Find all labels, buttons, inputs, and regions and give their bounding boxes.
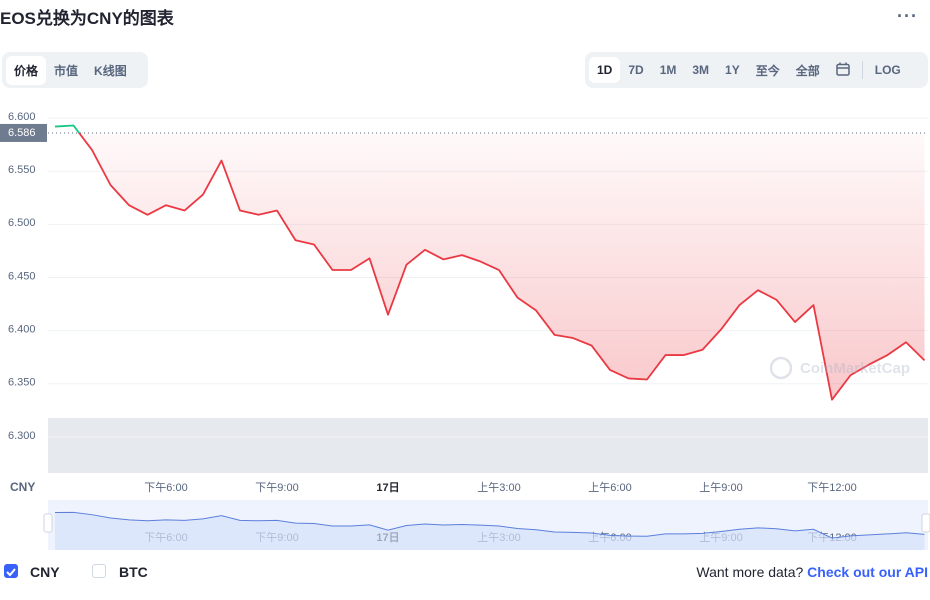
range-button[interactable]: 至今 (755, 63, 780, 78)
navigator-handle[interactable] (921, 513, 930, 533)
tab[interactable]: 价格 (6, 55, 47, 85)
navigator-area (55, 512, 925, 550)
x-tick-label: 上午6:00 (588, 481, 631, 494)
y-tick-label: 6.550 (8, 164, 36, 176)
watermark-text: CoinMarketCap (800, 360, 910, 377)
x-tick-label: 上午9:00 (699, 481, 742, 494)
api-promo: Want more data? Check out our API (696, 564, 928, 580)
baseline-tag (0, 123, 47, 142)
calendar-icon (836, 62, 850, 76)
x-tick-label: 下午12:00 (807, 481, 857, 494)
y-tick-label: 6.400 (8, 324, 36, 336)
watermark: CoinMarketCap (769, 356, 910, 380)
range-button[interactable]: 7D (628, 63, 644, 77)
calendar-button[interactable] (828, 56, 858, 85)
checkbox-label: BTC (119, 564, 148, 580)
y-tick-label: 6.450 (8, 270, 36, 282)
check-icon (6, 568, 16, 577)
y-tick-label: 6.600 (8, 111, 36, 123)
y-tick-label: 6.350 (8, 377, 36, 389)
x-tick-label: 上午3:00 (477, 481, 520, 494)
api-link[interactable]: Check out our API (807, 564, 928, 580)
range-button[interactable]: 1M (659, 63, 677, 77)
x-tick-label: 下午6:00 (144, 481, 187, 494)
x-tick-label: 17日 (376, 481, 399, 494)
range-button[interactable]: 3M (692, 63, 710, 77)
range-button[interactable]: 全部 (795, 63, 820, 78)
y-unit-label: CNY (10, 480, 35, 494)
y-tick-label: 6.300 (8, 430, 36, 442)
checkbox[interactable] (92, 564, 106, 578)
x-tick-label: 下午9:00 (255, 481, 298, 494)
api-prompt: Want more data? (696, 564, 804, 580)
navigator-line (54, 511, 925, 539)
more-menu[interactable]: ··· (897, 6, 918, 26)
area-fill (79, 132, 925, 400)
price-line (54, 124, 926, 401)
log-button[interactable]: LOG (874, 63, 901, 77)
navigator-handle[interactable] (43, 513, 53, 533)
chart: CNY 6.300 6.350 6.400 6.450 6.500 6.550 6.600 下… (0, 111, 930, 550)
tab[interactable]: K线图 (94, 63, 127, 78)
footer: CNY BTC Want more data? Check out our AP… (0, 562, 930, 584)
baseline-label: 6.586 (8, 127, 36, 139)
checkbox[interactable] (4, 564, 18, 578)
volume-band (48, 418, 928, 473)
separator (861, 61, 863, 79)
checkbox-label: CNY (30, 564, 60, 580)
y-tick-label: 6.500 (8, 217, 36, 229)
range-group: 1D 7D 1M 3M 1Y 至今 全部 LOG (585, 52, 928, 88)
chart-title: EOS兑换为CNY的图表 (0, 9, 174, 28)
range-button[interactable]: 1D (589, 57, 621, 83)
tab[interactable]: 市值 (54, 63, 79, 78)
range-button[interactable]: 1Y (725, 63, 740, 77)
tab-group: 价格 市值 K线图 (2, 52, 148, 88)
